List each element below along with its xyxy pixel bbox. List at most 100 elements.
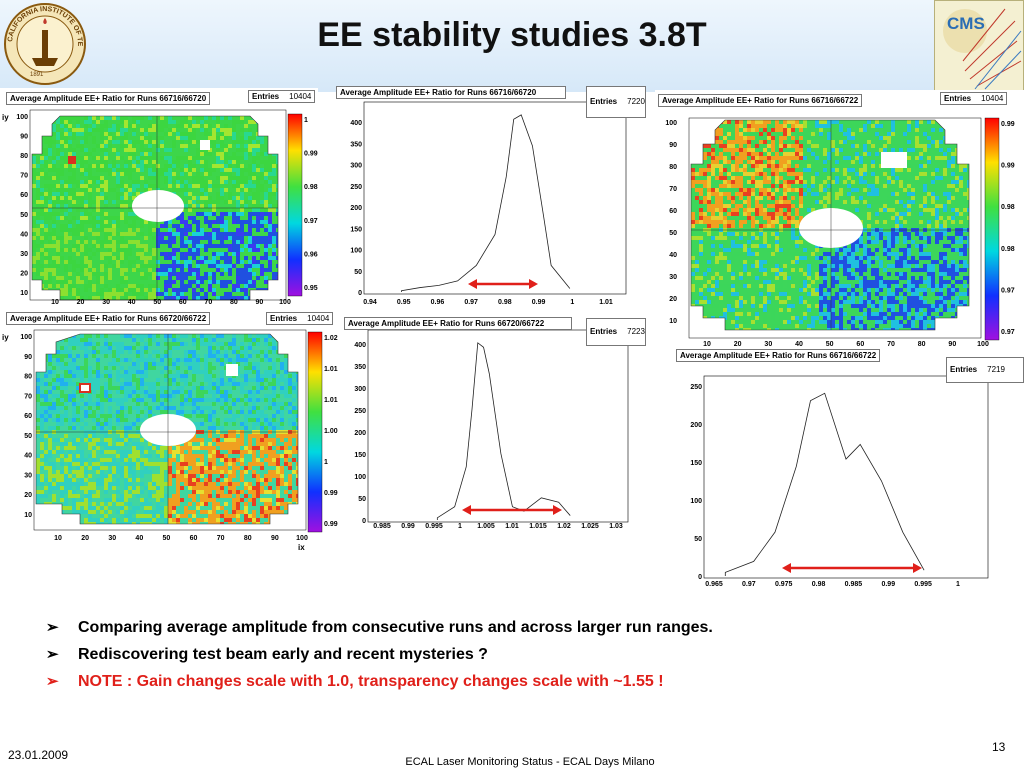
heatmap-cell [292,414,296,418]
heatmap-cell [168,478,172,482]
heatmap-cell [707,168,711,172]
heatmap-cell [256,438,260,442]
heatmap-cell [40,466,44,470]
heatmap-cell [176,264,180,268]
heatmap-cell [188,228,192,232]
heatmap-cell [132,196,136,200]
heatmap-cell [843,128,847,132]
heatmap-cell [112,482,116,486]
heatmap-cell [172,164,176,168]
heatmap-cell [124,522,128,524]
heatmap-cell [164,176,168,180]
heatmap-cell [136,264,140,268]
heatmap-cell [875,192,879,196]
heatmap-cell [108,132,112,136]
heatmap-cell [188,358,192,362]
heatmap-cell [132,442,136,446]
heatmap-cell [935,192,939,196]
heatmap-cell [60,354,64,358]
heatmap-cell [192,490,196,494]
heatmap-cell [272,454,276,458]
heatmap-cell [64,228,68,232]
heatmap-cell [148,188,152,192]
heatmap-cell [164,466,168,470]
heatmap-cell [84,168,88,172]
heatmap-cell [791,136,795,140]
heatmap-cell [847,120,851,124]
heatmap-cell [112,172,116,176]
heatmap-cell [200,358,204,362]
heatmap-cell [128,296,132,300]
heatmap-cell [56,398,60,402]
heatmap-cell [775,164,779,168]
heatmap-cell [224,390,228,394]
heatmap-cell [248,462,252,466]
heatmap-cell [208,390,212,394]
heatmap-cell [60,402,64,406]
heatmap-cell [839,168,843,172]
heatmap-cell [747,200,751,204]
heatmap-cell [52,196,56,200]
heatmap-cell [192,374,196,378]
heatmap-cell [851,136,855,140]
heatmap-cell [747,180,751,184]
heatmap-cell [52,394,56,398]
heatmap-cell [220,188,224,192]
heatmap-cell [148,454,152,458]
heatmap-cell [116,220,120,224]
heatmap-cell [755,124,759,128]
heatmap-cell [919,152,923,156]
heatmap-cell [96,422,100,426]
heatmap-cell [867,140,871,144]
heatmap-cell [48,390,52,394]
heatmap-cell [52,272,56,276]
heatmap-cell [164,366,168,370]
heatmap-cell [144,466,148,470]
heatmap-cell [739,176,743,180]
heatmap-cell [80,346,84,350]
heatmap-cell [192,338,196,342]
heatmap-cell [232,466,236,470]
heatmap-cell [196,518,200,522]
heatmap-cell [116,462,120,466]
heatmap-cell [240,120,244,124]
heatmap-cell [64,474,68,478]
heatmap-cell [264,268,268,272]
heatmap-cell [80,474,84,478]
heatmap-cell [268,398,272,402]
heatmap-cell [216,116,220,120]
heatmap-cell [128,462,132,466]
heatmap-cell [799,192,803,196]
heatmap-cell [240,228,244,232]
heatmap-cell [152,224,156,228]
heatmap-cell [44,260,48,264]
heatmap-cell [951,172,955,176]
heatmap-cell [224,422,228,426]
heatmap-cell [132,518,136,522]
heatmap-cell [84,478,88,482]
heatmap-cell [136,490,140,494]
heatmap-cell [863,192,867,196]
heatmap-cell [92,232,96,236]
heatmap-cell [88,280,92,284]
heatmap-cell [184,390,188,394]
heatmap-cell [168,172,172,176]
heatmap-cell [220,490,224,494]
heatmap-cell [120,502,124,506]
heatmap-cell [244,446,248,450]
heatmap-cell [168,268,172,272]
heatmap-cell [92,486,96,490]
heatmap-cell [216,164,220,168]
heatmap-cell [244,418,248,422]
heatmap-cell [36,454,40,458]
y-tick-label: 40 [20,231,28,238]
heatmap-cell [100,192,104,196]
heatmap-cell [252,168,256,172]
heatmap-cell [104,184,108,188]
heatmap-cell [60,228,64,232]
heatmap-cell [60,152,64,156]
heatmap-cell [68,192,72,196]
heatmap-cell [216,466,220,470]
heatmap-cell [284,402,288,406]
heatmap-cell [68,196,72,200]
